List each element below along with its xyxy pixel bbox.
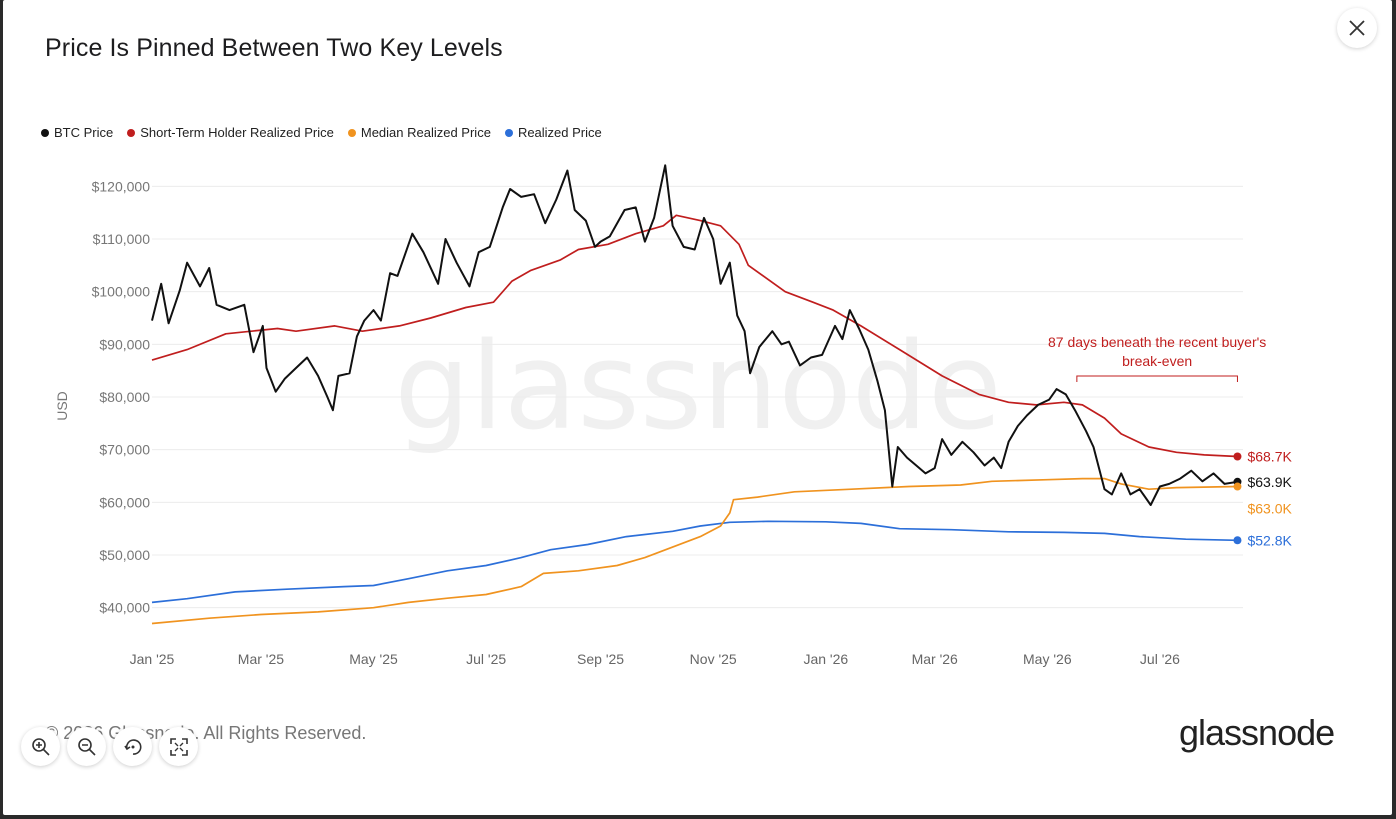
x-tick-label: Jan '26 [803,651,848,667]
y-tick-label: $60,000 [99,494,150,510]
series-line-btc-price [151,164,1238,506]
annotation-text-line1: 87 days beneath the recent buyer's [1048,334,1266,350]
series-end-label: $52.8K [1247,532,1292,548]
x-tick-label: Sep '25 [577,651,624,667]
x-tick-label: May '25 [349,651,398,667]
zoom-out-button[interactable] [67,727,106,766]
chart-toolbar [21,727,198,766]
y-tick-label: $40,000 [99,600,150,616]
legend-dot [127,128,136,137]
legend-label: Short-Term Holder Realized Price [140,125,334,140]
legend-label: Realized Price [517,125,602,140]
series-end-marker [1233,452,1242,461]
close-button[interactable] [1337,8,1377,48]
x-tick-label: May '26 [1023,651,1072,667]
legend-label: Median Realized Price [360,125,491,140]
y-tick-label: $110,000 [93,231,151,247]
legend-item-btc-price[interactable]: BTC Price [41,125,113,140]
line-chart[interactable]: glassnode $40,000 $50,000 $60,000 $70,000 $80… [3,0,1392,815]
series-end-marker [1233,536,1242,545]
legend-dot [41,128,49,137]
zoom-out-icon [77,737,96,756]
legend-label: BTC Price [54,125,114,140]
close-icon [1349,20,1365,36]
legend-item-sth-realized-price[interactable]: Short-Term Holder Realized Price [127,125,334,140]
chart-legend: BTC Price Short-Term Holder Realized Pri… [41,125,602,140]
x-tick-label: Jul '26 [1140,651,1180,667]
series-end-label: $63.9K [1247,474,1292,490]
y-tick-label: $100,000 [92,284,151,300]
zoom-in-icon [31,737,50,756]
x-tick-label: Mar '26 [912,651,958,667]
annotation-bracket [1076,375,1238,382]
x-tick-label: Jul '25 [466,651,506,667]
series-end-label: $68.7K [1247,449,1292,465]
x-tick-label: Jan '25 [130,651,175,667]
fullscreen-icon [169,737,188,756]
y-tick-label: $70,000 [99,442,150,458]
annotation-text-line2: break-even [1122,353,1192,369]
chart-panel: Price Is Pinned Between Two Key Levels B… [3,0,1392,815]
series-line-realized-price [151,520,1238,604]
fullscreen-button[interactable] [159,727,198,766]
chart-title: Price Is Pinned Between Two Key Levels [45,34,503,62]
y-tick-label: $120,000 [92,178,151,194]
reset-zoom-icon [123,738,141,755]
series-line-median-realized-price [151,477,1238,625]
watermark-text: glassnode [394,318,1002,457]
y-tick-label: $50,000 [99,547,150,563]
y-axis-label: USD [54,391,70,421]
legend-item-median-realized-price[interactable]: Median Realized Price [347,125,491,140]
brand-logo: glassnode [1179,712,1335,753]
zoom-in-button[interactable] [21,727,60,766]
reset-zoom-button[interactable] [113,727,152,766]
x-tick-label: Nov '25 [690,651,737,667]
x-tick-label: Mar '25 [238,651,284,667]
legend-item-realized-price[interactable]: Realized Price [504,125,602,140]
y-tick-label: $90,000 [99,336,150,352]
legend-dot [504,128,513,137]
series-line-sth-realized-price [151,214,1238,458]
y-tick-label: $80,000 [99,389,150,405]
series-end-marker [1233,482,1242,491]
series-end-label: $63.0K [1247,501,1292,517]
legend-dot [347,128,356,137]
